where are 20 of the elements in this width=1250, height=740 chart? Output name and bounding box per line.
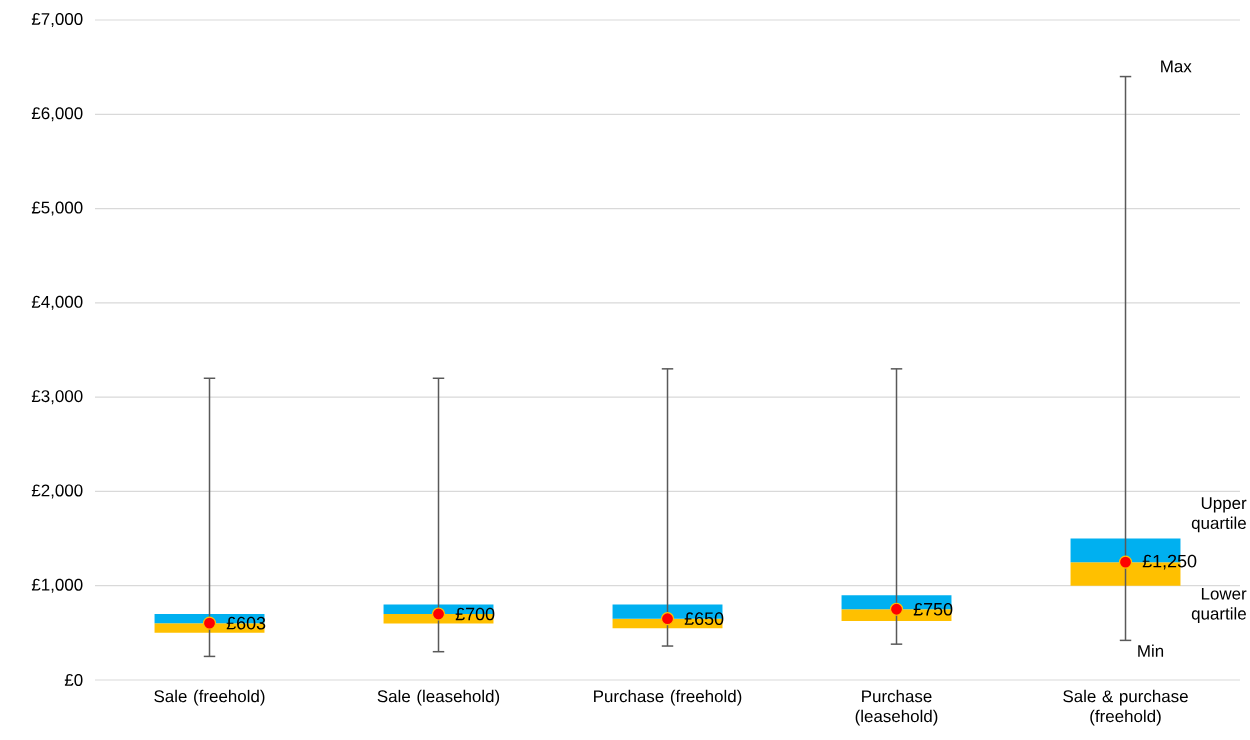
y-tick-label: £5,000 — [31, 201, 83, 216]
annotation: £750 — [913, 602, 953, 616]
y-tick-label: £6,000 — [31, 107, 83, 122]
y-tick-label: £7,000 — [31, 12, 83, 27]
annotation: Min — [1138, 644, 1164, 657]
x-tick-label: Purchase (leasehold) — [855, 689, 938, 726]
y-tick-label: £4,000 — [31, 295, 83, 310]
annotation: Upper quartile — [1191, 497, 1247, 533]
annotation: Max — [1161, 60, 1192, 73]
x-tick-label: Sale & purchase (freehold) — [1063, 689, 1188, 726]
y-tick-label: £2,000 — [31, 484, 83, 499]
x-tick-label: Purchase (freehold) — [594, 689, 742, 706]
x-tick-label: Sale (freehold) — [154, 689, 265, 706]
y-tick-label: £3,000 — [31, 390, 83, 405]
annotation: £1,250 — [1142, 554, 1197, 570]
y-tick-label: £0 — [64, 673, 83, 686]
x-tick-label: Sale (leasehold) — [377, 689, 500, 706]
annotation: £603 — [226, 616, 266, 630]
annotation: Lower quartile — [1191, 587, 1247, 623]
y-tick-label: £1,000 — [31, 578, 83, 593]
